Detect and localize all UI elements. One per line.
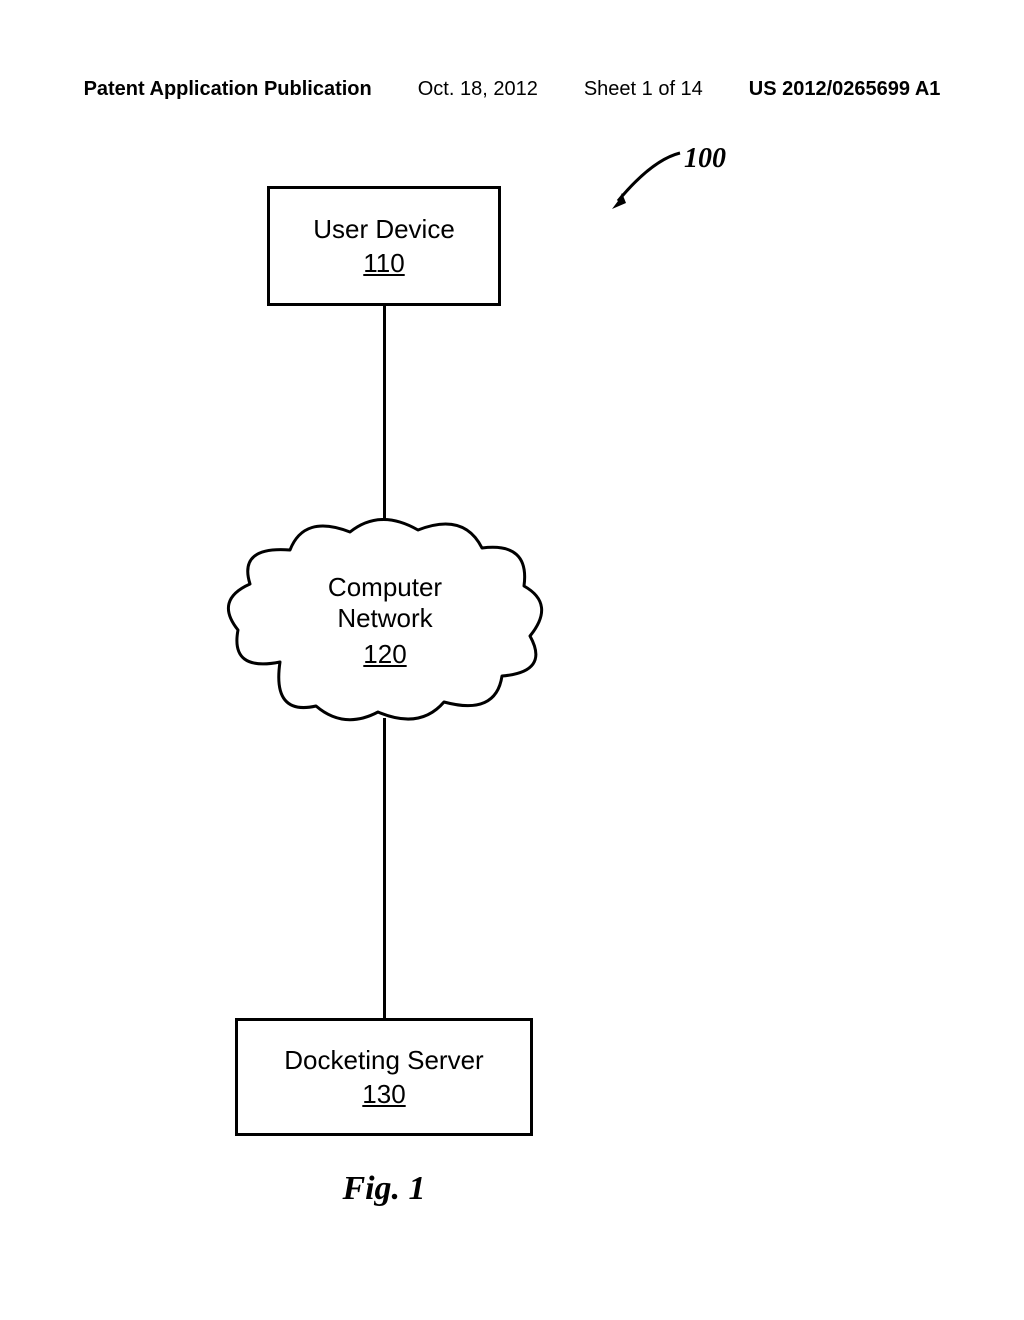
diagram-area: 100 User Device 110 Computer Network 120… — [0, 140, 1024, 1190]
edge-network-to-server — [383, 718, 386, 1018]
cloud-icon — [220, 512, 550, 730]
page-header: Patent Application Publication Oct. 18, … — [0, 78, 1024, 101]
edge-user-to-network — [383, 306, 386, 522]
figure-caption: Fig. 1 — [0, 1170, 768, 1208]
system-ref-callout: 100 — [602, 145, 742, 215]
callout-arrow-icon — [602, 145, 692, 215]
system-ref-label: 100 — [684, 143, 726, 175]
header-date: Oct. 18, 2012 — [418, 78, 538, 101]
node-network: Computer Network 120 — [220, 512, 550, 730]
node-server-label: Docketing Server — [284, 1044, 483, 1077]
header-sheet: Sheet 1 of 14 — [584, 78, 703, 101]
node-user-device-ref: 110 — [363, 247, 404, 280]
node-server: Docketing Server 130 — [235, 1018, 533, 1136]
header-left: Patent Application Publication — [84, 78, 372, 101]
header-pub-number: US 2012/0265699 A1 — [749, 78, 941, 101]
node-user-device-label: User Device — [313, 213, 455, 246]
node-server-ref: 130 — [362, 1078, 405, 1111]
node-user-device: User Device 110 — [267, 186, 501, 306]
